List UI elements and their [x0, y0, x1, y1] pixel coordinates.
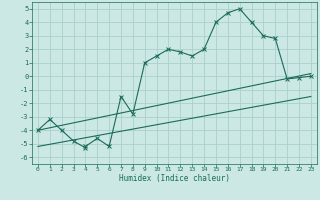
X-axis label: Humidex (Indice chaleur): Humidex (Indice chaleur) [119, 174, 230, 183]
